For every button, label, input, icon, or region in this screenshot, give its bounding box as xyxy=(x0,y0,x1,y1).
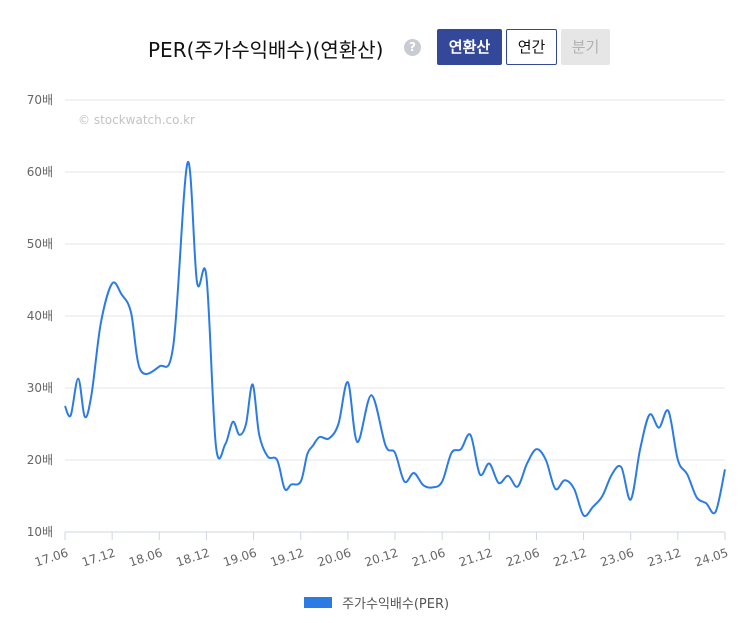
y-tick-label: 10배 xyxy=(27,525,53,539)
chart-title: PER(주가수익배수)(연환산) xyxy=(148,38,384,62)
x-axis: 17.06 17.12 18.06 18.12 19.06 19.12 20.06 20.12… xyxy=(33,532,730,569)
x-tick-label: 21.12 xyxy=(457,546,494,570)
x-tick-label: 23.06 xyxy=(599,546,636,570)
x-tick-label: 22.12 xyxy=(551,546,588,570)
series-group xyxy=(64,161,726,518)
watermark: © stockwatch.co.kr xyxy=(78,113,195,127)
grid-lines xyxy=(65,99,725,533)
legend-label: 주가수익배수(PER) xyxy=(342,597,450,612)
x-tick-label: 17.06 xyxy=(33,546,70,570)
x-tick-label: 18.06 xyxy=(127,546,164,570)
per-series-line[interactable] xyxy=(64,161,726,518)
x-tick-label: 24.05 xyxy=(693,546,730,570)
y-tick-label: 30배 xyxy=(27,381,53,395)
x-tick-label: 20.12 xyxy=(363,546,400,570)
x-tick-label: 19.12 xyxy=(269,546,306,570)
y-axis: 10배 20배 30배 40배 50배 60배 70배 xyxy=(27,93,53,539)
quarterly-button[interactable]: 분기 xyxy=(561,29,610,65)
x-tick-label: 21.06 xyxy=(410,546,447,570)
x-tick-label: 22.06 xyxy=(504,546,541,570)
annualized-button[interactable]: 연환산 xyxy=(437,29,502,65)
help-icon[interactable]: ? xyxy=(404,39,421,56)
y-tick-label: 60배 xyxy=(27,165,53,179)
y-tick-label: 70배 xyxy=(27,93,53,107)
x-tick-label: 23.12 xyxy=(646,546,683,570)
x-tick-label: 19.06 xyxy=(221,546,258,570)
y-tick-label: 20배 xyxy=(27,453,53,467)
x-tick-label: 17.12 xyxy=(80,546,117,570)
y-tick-label: 40배 xyxy=(27,309,53,323)
y-tick-label: 50배 xyxy=(27,237,53,251)
chart-header: PER(주가수익배수)(연환산) ? 연환산 연간 분기 xyxy=(0,28,748,68)
x-tick-label: 20.06 xyxy=(316,546,353,570)
legend[interactable]: 주가수익배수(PER) xyxy=(304,592,450,612)
legend-swatch xyxy=(304,597,332,608)
x-tick-label: 18.12 xyxy=(174,546,211,570)
annual-button[interactable]: 연간 xyxy=(506,29,557,65)
